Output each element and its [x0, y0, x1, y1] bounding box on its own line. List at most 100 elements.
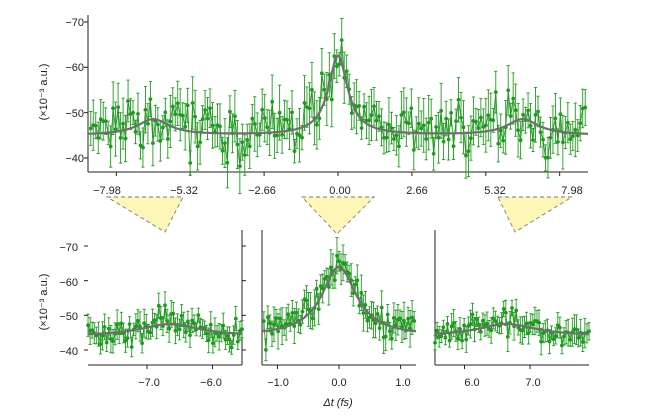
data-point: [229, 345, 234, 350]
data-point: [319, 71, 324, 76]
data-point: [290, 110, 294, 115]
data-point: [170, 104, 175, 109]
data-point: [317, 116, 322, 121]
data-point: [431, 151, 436, 156]
data-point: [462, 323, 466, 328]
data-point: [435, 328, 439, 333]
data-point: [580, 340, 585, 344]
panel-zoom-right: 6.0 7.0: [433, 230, 591, 389]
data-point: [208, 322, 213, 327]
data-point: [365, 318, 370, 323]
data-point: [538, 130, 543, 135]
data-point: [562, 334, 566, 339]
data-point: [265, 125, 270, 129]
data-point: [204, 331, 209, 336]
data-series-measured: [88, 18, 588, 195]
data-point: [505, 334, 510, 339]
x-tick-label: 1.0: [395, 377, 410, 389]
data-point: [223, 337, 228, 342]
data-point: [276, 329, 280, 334]
data-point: [548, 135, 553, 140]
data-point: [270, 99, 275, 104]
data-point: [506, 88, 511, 93]
data-point: [478, 329, 483, 334]
data-point: [541, 137, 545, 142]
data-point: [372, 104, 376, 109]
data-point: [175, 101, 180, 106]
data-point: [520, 328, 525, 333]
data-point: [121, 121, 125, 126]
data-point: [439, 108, 443, 113]
data-point: [379, 125, 384, 130]
data-point: [394, 323, 398, 328]
data-point: [310, 87, 314, 92]
data-point: [235, 142, 240, 147]
data-point: [421, 123, 426, 128]
data-point: [127, 322, 132, 326]
data-point: [344, 69, 349, 74]
data-point: [469, 136, 473, 141]
zoom-wedge-left: [105, 196, 184, 233]
data-point: [268, 321, 272, 326]
data-point: [444, 116, 448, 121]
data-point: [565, 120, 570, 125]
y-tick-label: −60: [59, 277, 78, 289]
data-point: [539, 339, 543, 344]
data-point: [196, 313, 201, 317]
data-point: [156, 303, 161, 308]
data-point: [412, 319, 417, 323]
data-point: [460, 338, 464, 343]
data-point: [240, 327, 244, 331]
x-tick-label: 0.00: [329, 185, 350, 197]
data-point: [123, 338, 128, 343]
data-point: [533, 113, 538, 117]
data-point: [90, 328, 95, 332]
data-point: [546, 155, 550, 160]
data-point: [353, 282, 358, 287]
data-point: [568, 337, 573, 342]
data-point: [466, 149, 471, 154]
data-point: [297, 133, 302, 138]
data-point: [324, 274, 329, 279]
data-point: [485, 321, 489, 326]
data-point: [278, 316, 282, 321]
data-point: [468, 322, 473, 326]
data-point: [111, 106, 115, 111]
data-point: [123, 136, 128, 141]
data-point: [493, 319, 498, 323]
data-point: [574, 327, 579, 332]
data-point: [158, 316, 163, 320]
data-point: [203, 108, 208, 112]
data-point: [264, 348, 268, 352]
data-point: [551, 337, 556, 342]
data-point: [225, 160, 230, 165]
data-point: [474, 317, 479, 322]
data-point: [316, 307, 321, 311]
data-point: [357, 303, 362, 308]
data-point: [186, 319, 190, 324]
data-point: [300, 135, 304, 140]
data-point: [402, 318, 406, 323]
data-point: [436, 135, 441, 140]
data-point: [406, 316, 410, 321]
data-series-measured: [433, 298, 591, 356]
y-tick-label: −70: [59, 242, 78, 254]
data-point: [377, 326, 382, 330]
data-point: [416, 121, 421, 126]
data-point: [426, 120, 431, 125]
data-point: [357, 104, 361, 108]
data-point: [125, 336, 130, 340]
data-point: [113, 127, 118, 131]
data-point: [247, 144, 252, 149]
data-point: [449, 324, 454, 329]
data-point: [220, 148, 225, 153]
data-point: [262, 116, 267, 120]
data-point: [383, 334, 388, 339]
data-point: [573, 127, 578, 132]
data-point: [152, 318, 157, 322]
data-point: [337, 259, 341, 264]
data-point: [315, 123, 319, 127]
data-point: [245, 138, 250, 142]
data-point: [266, 315, 270, 320]
data-point: [261, 319, 266, 323]
